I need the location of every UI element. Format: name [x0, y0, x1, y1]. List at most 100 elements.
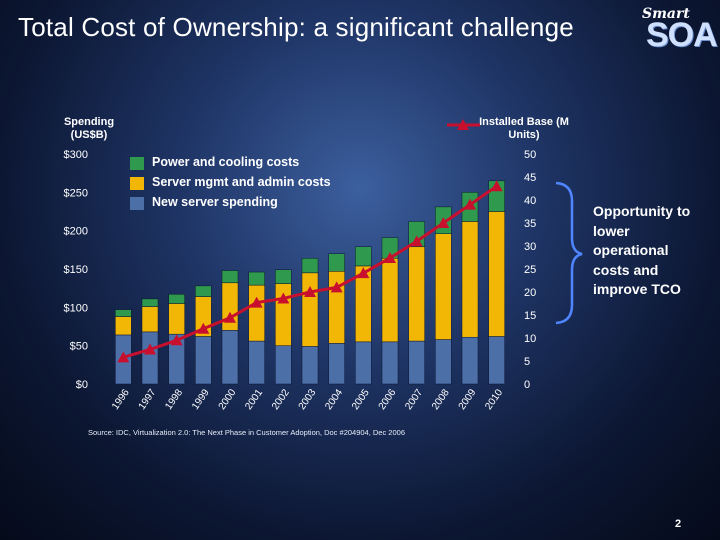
bar-server-mgmt	[435, 233, 452, 340]
left-tick-label: $200	[64, 226, 88, 238]
bar-server-mgmt	[461, 221, 479, 338]
right-tick-label: 50	[524, 149, 536, 161]
x-tick-label: 1997	[137, 387, 159, 412]
slide-title: Total Cost of Ownership: a significant c…	[18, 12, 574, 42]
bar-power-cooling	[195, 285, 212, 297]
legend-swatch-new-server	[130, 197, 144, 210]
bar-power-cooling	[275, 269, 292, 284]
bar-server-mgmt	[248, 284, 265, 342]
left-tick-label: $50	[70, 341, 88, 353]
bar-server-mgmt	[168, 303, 185, 335]
source-note: Source: IDC, Virtualization 2.0: The Nex…	[88, 428, 405, 437]
x-tick-label: 2000	[217, 387, 239, 412]
right-tick-label: 10	[524, 333, 536, 345]
bar-new-server	[408, 340, 425, 385]
right-tick-label: 20	[524, 287, 536, 299]
bar-new-server	[355, 341, 372, 385]
bar-server-mgmt	[115, 316, 132, 336]
bar-new-server	[328, 343, 345, 385]
left-tick-label: $300	[64, 149, 88, 161]
bar-power-cooling	[115, 309, 132, 317]
bar-server-mgmt	[301, 272, 319, 347]
installed-base-marker	[170, 334, 183, 346]
x-tick-label: 2005	[350, 387, 372, 412]
legend-installed-base-marker	[457, 119, 469, 130]
right-axis-title: Installed Base (M Units)	[479, 116, 569, 141]
left-axis-title: Spending (US$B)	[63, 116, 115, 141]
installed-base-marker	[304, 286, 316, 297]
bar-power-cooling	[355, 246, 372, 267]
x-tick-label: 2002	[270, 387, 292, 412]
right-tick-label: 30	[524, 241, 536, 253]
installed-base-marker	[384, 251, 396, 263]
right-tick-label: 40	[524, 195, 536, 207]
x-tick-label: 1996	[110, 387, 132, 412]
installed-base-marker	[437, 217, 450, 228]
bar-power-cooling	[221, 270, 239, 284]
left-tick-label: $100	[64, 302, 88, 314]
installed-base-marker	[490, 180, 503, 192]
x-tick-label: 2008	[430, 387, 452, 412]
installed-base-marker	[410, 235, 423, 247]
installed-base-marker	[277, 292, 290, 304]
bar-new-server	[141, 331, 159, 385]
left-tick-label: $250	[64, 187, 88, 199]
x-tick-label: 2009	[457, 387, 479, 412]
bar-server-mgmt	[221, 282, 239, 331]
bar-new-server	[435, 339, 452, 385]
installed-base-marker	[197, 322, 210, 334]
opportunity-callout: Opportunity to lower operational costs a…	[593, 203, 691, 297]
right-tick-label: 5	[524, 356, 530, 368]
x-tick-label: 2006	[377, 387, 399, 412]
right-tick-label: 45	[524, 172, 536, 184]
installed-base-marker	[144, 343, 156, 355]
bar-new-server	[248, 340, 265, 385]
x-tick-label: 2010	[483, 387, 505, 412]
bar-new-server	[275, 345, 292, 385]
callout-brace	[555, 181, 583, 325]
legend-swatch-power	[130, 157, 144, 170]
installed-base-marker	[464, 198, 476, 210]
logo-soa-text: SOA	[646, 16, 718, 54]
page-number: 2	[675, 518, 682, 530]
installed-base-marker	[330, 281, 343, 293]
logo-smart-text: Smart	[642, 6, 690, 22]
x-tick-label: 2007	[403, 387, 425, 412]
smart-soa-logo: Smart SOA	[624, 4, 718, 54]
right-tick-label: 0	[524, 379, 530, 391]
left-tick-label: $150	[64, 264, 88, 276]
left-tick-label: $0	[76, 379, 88, 391]
installed-base-marker	[357, 267, 370, 279]
installed-base-marker	[117, 351, 130, 363]
legend-label-new-server: New server spending	[152, 195, 278, 209]
bar-power-cooling	[328, 253, 345, 272]
x-tick-label: 2004	[323, 387, 345, 412]
bar-power-cooling	[168, 294, 185, 304]
right-tick-label: 35	[524, 218, 536, 230]
installed-base-marker	[250, 296, 263, 308]
x-tick-label: 2001	[243, 387, 265, 412]
legend-label-server-mgmt: Server mgmt and admin costs	[152, 175, 331, 189]
bar-server-mgmt	[141, 306, 159, 333]
x-tick-label: 2003	[297, 387, 319, 412]
bar-server-mgmt	[488, 211, 505, 337]
bar-new-server	[221, 330, 239, 385]
bar-new-server	[301, 346, 319, 385]
x-tick-label: 1998	[163, 387, 185, 412]
bar-power-cooling	[248, 271, 265, 286]
legend-swatch-server-mgmt	[130, 177, 144, 190]
x-tick-label: 1999	[190, 387, 212, 412]
bar-new-server	[488, 336, 505, 385]
right-tick-label: 15	[524, 310, 536, 322]
bar-server-mgmt	[381, 258, 399, 343]
bar-power-cooling	[301, 258, 319, 274]
right-tick-label: 25	[524, 264, 536, 276]
bar-new-server	[195, 336, 212, 385]
bar-new-server	[461, 336, 479, 385]
bar-server-mgmt	[408, 246, 425, 342]
bar-new-server	[381, 341, 399, 385]
legend-label-power: Power and cooling costs	[152, 155, 300, 169]
bar-power-cooling	[141, 298, 159, 307]
installed-base-marker	[224, 311, 236, 323]
